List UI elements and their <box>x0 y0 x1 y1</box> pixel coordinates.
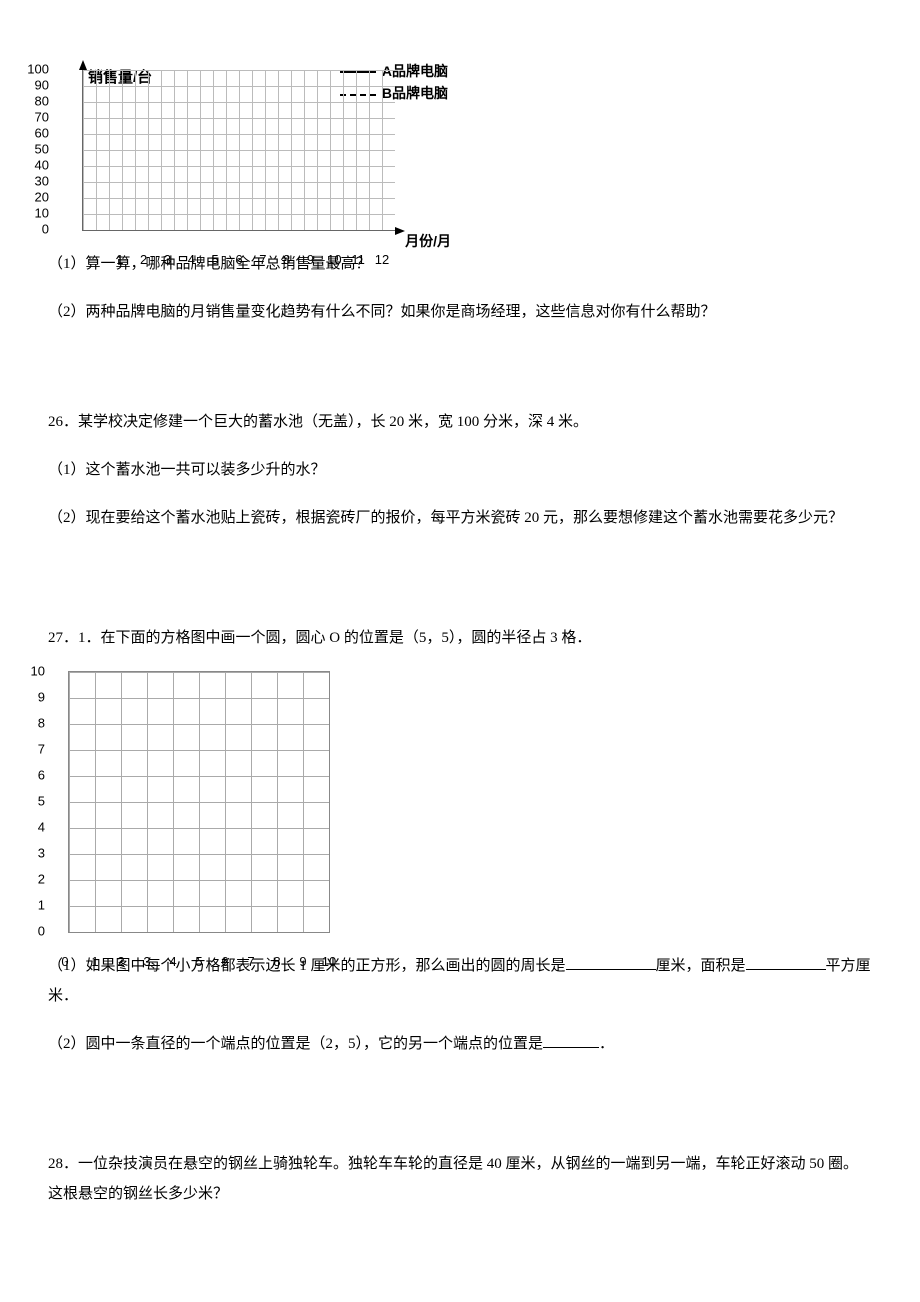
q27-grid-y-tick: 5 <box>38 792 45 813</box>
q27-grid-x-tick: 2 <box>117 952 124 973</box>
q26-stem: 26．某学校决定修建一个巨大的蓄水池（无盖），长 20 米，宽 100 分米，深… <box>48 407 872 437</box>
q27-grid-origin-zero: 0 <box>61 952 68 973</box>
chart-plot-area: 0102030405060708090100 123456789101112 月… <box>82 70 448 231</box>
q27-grid-x-tick: 4 <box>169 952 176 973</box>
chart-x-tick: 2 <box>140 250 147 271</box>
q27-grid-x-tick: 6 <box>221 952 228 973</box>
q27-grid-x-tick: 5 <box>195 952 202 973</box>
chart-grid: 0102030405060708090100 123456789101112 月… <box>82 70 395 231</box>
chart-x-tick: 9 <box>307 250 314 271</box>
q27-grid-y-tick: 2 <box>38 870 45 891</box>
q27-sub1-text-a: （1）如果图中每个小方格都表示边长 1 厘米的正方形，那么画出的圆的周长是 <box>48 958 566 974</box>
chart-x-tick: 3 <box>164 250 171 271</box>
q25-sub2: （2）两种品牌电脑的月销售量变化趋势有什么不同？如果你是商场经理，这些信息对你有… <box>48 297 872 327</box>
q27-grid-y-tick: 8 <box>38 714 45 735</box>
chart-x-tick: 12 <box>375 250 389 271</box>
q27-grid-x-tick: 10 <box>322 952 336 973</box>
q27-blank-endpoint[interactable] <box>543 1032 599 1048</box>
q27-grid-y-tick: 1 <box>38 896 45 917</box>
q27-grid-y-tick: 7 <box>38 740 45 761</box>
q27-grid-x-tick: 9 <box>299 952 306 973</box>
q27-sub2-text-b: ． <box>599 1036 614 1052</box>
q27-grid-y-tick: 6 <box>38 766 45 787</box>
q28-stem: 28．一位杂技演员在悬空的钢丝上骑独轮车。独轮车车轮的直径是 40 厘米，从钢丝… <box>48 1149 872 1209</box>
q27-grid-x-tick: 8 <box>273 952 280 973</box>
q27-grid-y-tick: 3 <box>38 844 45 865</box>
chart-x-tick: 8 <box>283 250 290 271</box>
x-axis-arrow-icon <box>395 227 405 235</box>
q27-grid-y-tick: 9 <box>38 688 45 709</box>
q27-grid-x-tick: 7 <box>247 952 254 973</box>
q27-grid-y-tick: 0 <box>38 922 45 943</box>
q27-sub2: （2）圆中一条直径的一个端点的位置是（2，5），它的另一个端点的位置是 ． <box>48 1029 872 1059</box>
q26-sub1: （1）这个蓄水池一共可以装多少升的水？ <box>48 455 872 485</box>
q27-grid-container: 012345678910 123456789100 <box>48 671 872 933</box>
q26-sub2: （2）现在要给这个蓄水池贴上瓷砖，根据瓷砖厂的报价，每平方米瓷砖 20 元，那么… <box>48 503 872 533</box>
q27-blank-perimeter[interactable] <box>566 954 656 970</box>
q27-blank-area[interactable] <box>746 954 826 970</box>
q27-grid-area: 012345678910 123456789100 <box>68 671 872 933</box>
chart-x-tick: 1 <box>116 250 123 271</box>
q27-grid-x-tick: 3 <box>143 952 150 973</box>
q27-grid-y-tick: 10 <box>31 662 45 683</box>
q27-stem: 27．1．在下面的方格图中画一个圆，圆心 O 的位置是（5，5），圆的半径占 3… <box>48 623 872 653</box>
chart-x-tick: 5 <box>212 250 219 271</box>
q27-sub1-text-b: 厘米，面积是 <box>656 958 746 974</box>
q27-sub2-text-a: （2）圆中一条直径的一个端点的位置是（2，5），它的另一个端点的位置是 <box>48 1036 543 1052</box>
chart-x-tick: 6 <box>235 250 242 271</box>
chart-x-tick: 4 <box>188 250 195 271</box>
y-axis-arrow-icon <box>79 60 87 70</box>
q27-grid-x-tick: 1 <box>91 952 98 973</box>
q27-grid-y-tick: 4 <box>38 818 45 839</box>
chart-y-tick: 100 <box>27 60 49 81</box>
chart-x-tick: 11 <box>351 250 365 271</box>
chart-x-tick: 7 <box>259 250 266 271</box>
chart-x-axis-label: 月份/月 <box>405 230 451 252</box>
sales-chart-container: A品牌电脑 B品牌电脑 销售量/台 0102030405060708090100… <box>48 70 448 231</box>
q27-grid: 012345678910 123456789100 <box>68 671 330 933</box>
q25-sub1: （1）算一算，哪种品牌电脑全年总销售量最高？ <box>48 249 872 279</box>
chart-x-tick: 10 <box>327 250 341 271</box>
